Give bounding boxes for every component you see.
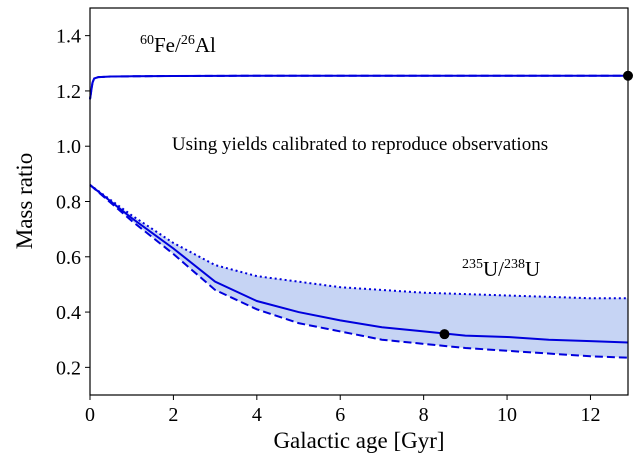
y-tick-label: 0.8 [56, 192, 81, 214]
y-tick-label: 0.6 [56, 247, 81, 269]
annotation-part: 60 [140, 33, 154, 48]
x-axis-label: Galactic age [Gyr] [273, 428, 444, 453]
annotation: 60Fe/26Al [140, 33, 216, 57]
x-tick-label: 10 [497, 404, 517, 426]
y-tick-label: 1.4 [56, 26, 81, 48]
y-tick-label: 1.2 [56, 81, 81, 103]
annotation-part: U [525, 257, 540, 281]
line [89, 184, 629, 344]
annotation-part: 235 [462, 257, 483, 272]
annotation: Using yields calibrated to reproduce obs… [172, 134, 548, 155]
y-axis-label: Mass ratio [12, 153, 37, 249]
line [89, 184, 629, 359]
annotation-part: 238 [504, 257, 525, 272]
line [89, 74, 628, 100]
x-tick-label: 4 [252, 404, 262, 426]
annotation: 235U/238U [462, 257, 540, 281]
annotation-part: Fe/ [154, 33, 181, 57]
y-tick-label: 0.4 [56, 302, 81, 324]
x-tick-label: 2 [168, 404, 178, 426]
annotation-part: 26 [181, 33, 195, 48]
x-tick-label: 6 [335, 404, 345, 426]
x-tick-label: 0 [85, 404, 95, 426]
annotation-part: U/ [483, 257, 504, 281]
point [439, 329, 450, 340]
annotation-part: Al [195, 33, 216, 57]
line [89, 74, 628, 100]
fill-band [90, 184, 628, 358]
y-tick-label: 1.0 [56, 136, 81, 158]
x-tick-label: 12 [580, 404, 600, 426]
y-tick-label: 0.2 [56, 357, 81, 379]
x-tick-label: 8 [419, 404, 429, 426]
